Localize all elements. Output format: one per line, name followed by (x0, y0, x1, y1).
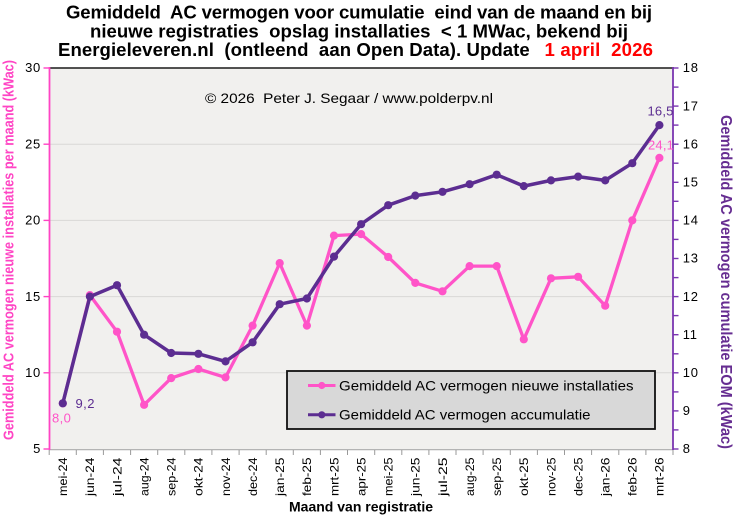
svg-text:9,2: 9,2 (76, 396, 95, 411)
svg-text:aug-25: aug-25 (463, 457, 477, 496)
svg-text:jan-26: jan-26 (599, 457, 613, 497)
svg-text:12: 12 (683, 289, 699, 304)
svg-text:Energieleveren.nl (ontleend: Energieleveren.nl (ontleend aan Open Dat… (58, 39, 535, 60)
svg-text:feb-26: feb-26 (626, 457, 640, 496)
svg-text:16: 16 (683, 136, 699, 151)
svg-text:jul-24: jul-24 (110, 457, 124, 497)
svg-text:15: 15 (25, 289, 41, 304)
svg-text:nieuwe registraties opslag in: nieuwe registraties opslag installaties … (90, 21, 628, 42)
svg-text:jan-25: jan-25 (273, 457, 287, 497)
svg-text:sep-25: sep-25 (490, 457, 504, 496)
svg-text:mei-25: mei-25 (382, 457, 396, 496)
svg-text:9: 9 (683, 403, 691, 418)
svg-text:16,5: 16,5 (648, 104, 674, 119)
svg-text:20: 20 (25, 213, 41, 228)
svg-text:Gemiddeld AC vermogen nieuwe i: Gemiddeld AC vermogen nieuwe installatie… (2, 60, 18, 440)
svg-text:Gemiddeld AC vermogen voor cu: Gemiddeld AC vermogen voor cumulatie ein… (66, 1, 652, 22)
svg-text:25: 25 (25, 136, 41, 151)
svg-text:1 april 2026: 1 april 2026 (545, 39, 654, 60)
svg-text:aug-24: aug-24 (137, 457, 151, 496)
svg-text:nov-25: nov-25 (544, 457, 558, 496)
svg-text:5: 5 (33, 441, 41, 456)
svg-text:dec-24: dec-24 (246, 457, 260, 496)
svg-text:nov-24: nov-24 (219, 457, 233, 496)
svg-text:11: 11 (683, 327, 698, 342)
svg-text:apr-25: apr-25 (354, 457, 368, 496)
svg-text:jun-24: jun-24 (83, 457, 97, 497)
svg-text:dec-25: dec-25 (571, 457, 585, 496)
svg-text:Gemiddeld AC vermogen accumula: Gemiddeld AC vermogen accumulatie (339, 407, 591, 423)
svg-text:15: 15 (683, 175, 699, 190)
svg-text:Gemiddeld AC vermogen cumulati: Gemiddeld AC vermogen cumulatie EOM (kWa… (717, 115, 734, 449)
svg-text:jul-25: jul-25 (436, 457, 450, 497)
svg-text:feb-25: feb-25 (300, 457, 314, 496)
svg-text:mrt-25: mrt-25 (327, 457, 341, 496)
svg-text:18: 18 (683, 60, 699, 75)
svg-text:mrt-26: mrt-26 (653, 457, 667, 496)
svg-text:Maand van registratie: Maand van registratie (289, 499, 433, 515)
svg-text:Gemiddeld AC vermogen nieuwe i: Gemiddeld AC vermogen nieuwe installatie… (339, 378, 634, 394)
svg-text:13: 13 (683, 251, 699, 266)
svg-text:24,1: 24,1 (648, 138, 674, 153)
svg-text:30: 30 (25, 60, 41, 75)
svg-text:10: 10 (683, 365, 699, 380)
svg-text:8: 8 (683, 441, 691, 456)
svg-text:okt-24: okt-24 (192, 457, 206, 496)
svg-text:17: 17 (683, 98, 699, 113)
svg-text:mei-24: mei-24 (56, 457, 70, 496)
svg-text:10: 10 (25, 365, 41, 380)
svg-text:jun-25: jun-25 (409, 457, 423, 497)
svg-text:8,0: 8,0 (52, 411, 71, 426)
svg-text:14: 14 (683, 213, 699, 228)
svg-text:okt-25: okt-25 (517, 457, 531, 496)
svg-text:sep-24: sep-24 (165, 457, 179, 496)
svg-text:© 2026 Peter J. Segaar / www.: © 2026 Peter J. Segaar / www.polderpv.nl (205, 90, 493, 106)
